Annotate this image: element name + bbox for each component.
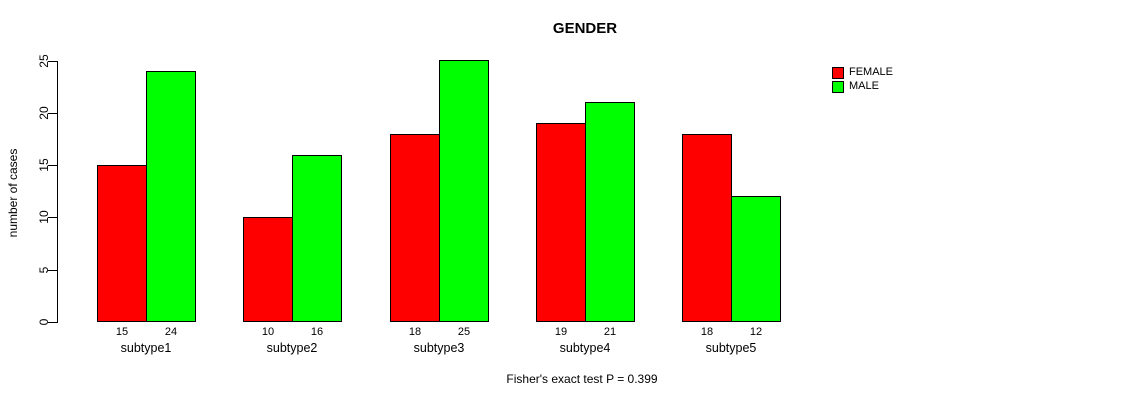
y-tick-mark: [48, 113, 57, 114]
bar-value-label: 25: [457, 326, 471, 338]
y-tick-mark: [48, 270, 57, 271]
y-axis-title: number of cases: [6, 148, 20, 238]
y-tick-mark: [48, 61, 57, 62]
bar-value-label: 10: [261, 326, 275, 338]
x-category-label: subtype3: [413, 341, 465, 355]
legend-item-male: MALE: [832, 80, 893, 93]
y-tick-mark: [48, 217, 57, 218]
legend-swatch-female: [832, 66, 844, 79]
bar-male-subtype2: [292, 155, 342, 322]
bar-value-label: 12: [749, 326, 763, 338]
x-category-label: subtype2: [266, 341, 318, 355]
x-category-label: subtype5: [705, 341, 757, 355]
x-category-label: subtype1: [120, 341, 172, 355]
y-tick-label: 20: [37, 106, 51, 120]
bar-male-subtype4: [585, 102, 635, 322]
chart-title: GENDER: [552, 20, 618, 37]
footnote: Fisher's exact test P = 0.399: [506, 372, 658, 386]
y-tick-label: 25: [37, 54, 51, 68]
bar-female-subtype5: [682, 134, 732, 322]
bar-value-label: 19: [554, 326, 568, 338]
bar-female-subtype4: [536, 123, 586, 322]
y-tick-label: 10: [37, 210, 51, 224]
bar-male-subtype3: [439, 60, 489, 322]
y-axis-line: [57, 61, 58, 323]
bar-female-subtype2: [243, 217, 293, 322]
bar-value-label: 16: [310, 326, 324, 338]
x-category-label: subtype4: [559, 341, 611, 355]
y-tick-label: 0: [37, 318, 51, 326]
y-tick-label: 5: [37, 266, 51, 274]
legend-item-female: FEMALE: [832, 66, 893, 79]
bar-value-label: 18: [700, 326, 714, 338]
bar-female-subtype3: [390, 134, 440, 322]
legend-label: MALE: [849, 80, 879, 92]
bar-female-subtype1: [97, 165, 147, 322]
bar-male-subtype1: [146, 71, 196, 322]
legend-swatch-male: [832, 80, 844, 93]
bar-value-label: 21: [603, 326, 617, 338]
bar-value-label: 24: [164, 326, 178, 338]
y-tick-mark: [48, 165, 57, 166]
bar-value-label: 18: [408, 326, 422, 338]
y-tick-mark: [48, 322, 57, 323]
legend: FEMALE MALE: [832, 66, 893, 94]
bar-value-label: 15: [115, 326, 129, 338]
bar-male-subtype5: [731, 196, 781, 322]
legend-label: FEMALE: [849, 66, 894, 78]
y-tick-label: 15: [37, 158, 51, 172]
